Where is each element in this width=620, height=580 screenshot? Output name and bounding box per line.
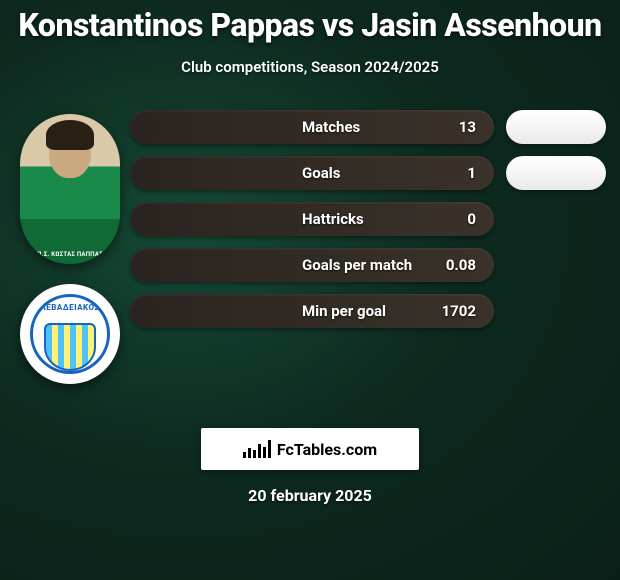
stat-value-left: 1702 xyxy=(442,302,476,320)
fctables-logo: FcTables.com xyxy=(201,428,419,470)
stat-pill-main: Goals per match 0.08 xyxy=(130,248,494,282)
content-root: Konstantinos Pappas vs Jasin Assenhoun C… xyxy=(0,0,620,580)
club-badge-stripes xyxy=(44,323,96,371)
logo-bar xyxy=(258,444,261,458)
logo-bar xyxy=(248,448,251,458)
stat-pill-right xyxy=(506,110,606,144)
stat-row: Goals per match 0.08 xyxy=(130,248,606,282)
stat-pill-main: Hattricks 0 xyxy=(130,202,494,236)
logo-text: FcTables.com xyxy=(277,440,377,459)
stats-column: Matches 13 Goals 1 Hattricks 0 Goals per match… xyxy=(130,110,610,328)
stat-pill-right xyxy=(506,156,606,190)
player-photo: Π.Σ. ΚΩΣΤΑΣ ΠΑΠΠΑΣ xyxy=(20,114,120,264)
stat-value-left: 1 xyxy=(467,164,476,182)
stat-label: Goals xyxy=(302,164,340,182)
stat-pill-main: Goals 1 xyxy=(130,156,494,190)
page-subtitle: Club competitions, Season 2024/2025 xyxy=(0,58,620,76)
stat-pill-main: Matches 13 xyxy=(130,110,494,144)
player-photo-label: Π.Σ. ΚΩΣΤΑΣ ΠΑΠΠΑΣ xyxy=(20,251,120,258)
logo-bar xyxy=(253,450,256,458)
main-row: Π.Σ. ΚΩΣΤΑΣ ΠΑΠΠΑΣ ΛΕΒΑΔΕΙΑΚΟΣ Matches 13… xyxy=(0,110,620,384)
stat-right-spacer xyxy=(506,311,606,312)
stat-right-spacer xyxy=(506,265,606,266)
page-title: Konstantinos Pappas vs Jasin Assenhoun xyxy=(0,0,620,44)
logo-bar xyxy=(268,440,271,458)
stat-label: Min per goal xyxy=(302,302,386,320)
stat-value-left: 13 xyxy=(459,118,476,136)
club-badge-inner: ΛΕΒΑΔΕΙΑΚΟΣ xyxy=(30,294,110,374)
stat-value-left: 0 xyxy=(467,210,476,228)
stat-row: Goals 1 xyxy=(130,156,606,190)
stat-label: Goals per match xyxy=(302,256,412,274)
stat-pill-main: Min per goal 1702 xyxy=(130,294,494,328)
stat-right-spacer xyxy=(506,219,606,220)
stat-label: Hattricks xyxy=(302,210,364,228)
logo-bar xyxy=(263,447,266,458)
left-column: Π.Σ. ΚΩΣΤΑΣ ΠΑΠΠΑΣ ΛΕΒΑΔΕΙΑΚΟΣ xyxy=(10,110,130,384)
footer-date: 20 february 2025 xyxy=(0,486,620,505)
stat-row: Hattricks 0 xyxy=(130,202,606,236)
stat-value-left: 0.08 xyxy=(446,256,476,274)
club-badge-text: ΛΕΒΑΔΕΙΑΚΟΣ xyxy=(33,303,107,312)
logo-bar xyxy=(243,452,246,458)
club-badge: ΛΕΒΑΔΕΙΑΚΟΣ xyxy=(20,284,120,384)
stat-label: Matches xyxy=(302,118,360,136)
stat-row: Matches 13 xyxy=(130,110,606,144)
logo-bars-icon xyxy=(243,440,271,458)
stat-row: Min per goal 1702 xyxy=(130,294,606,328)
